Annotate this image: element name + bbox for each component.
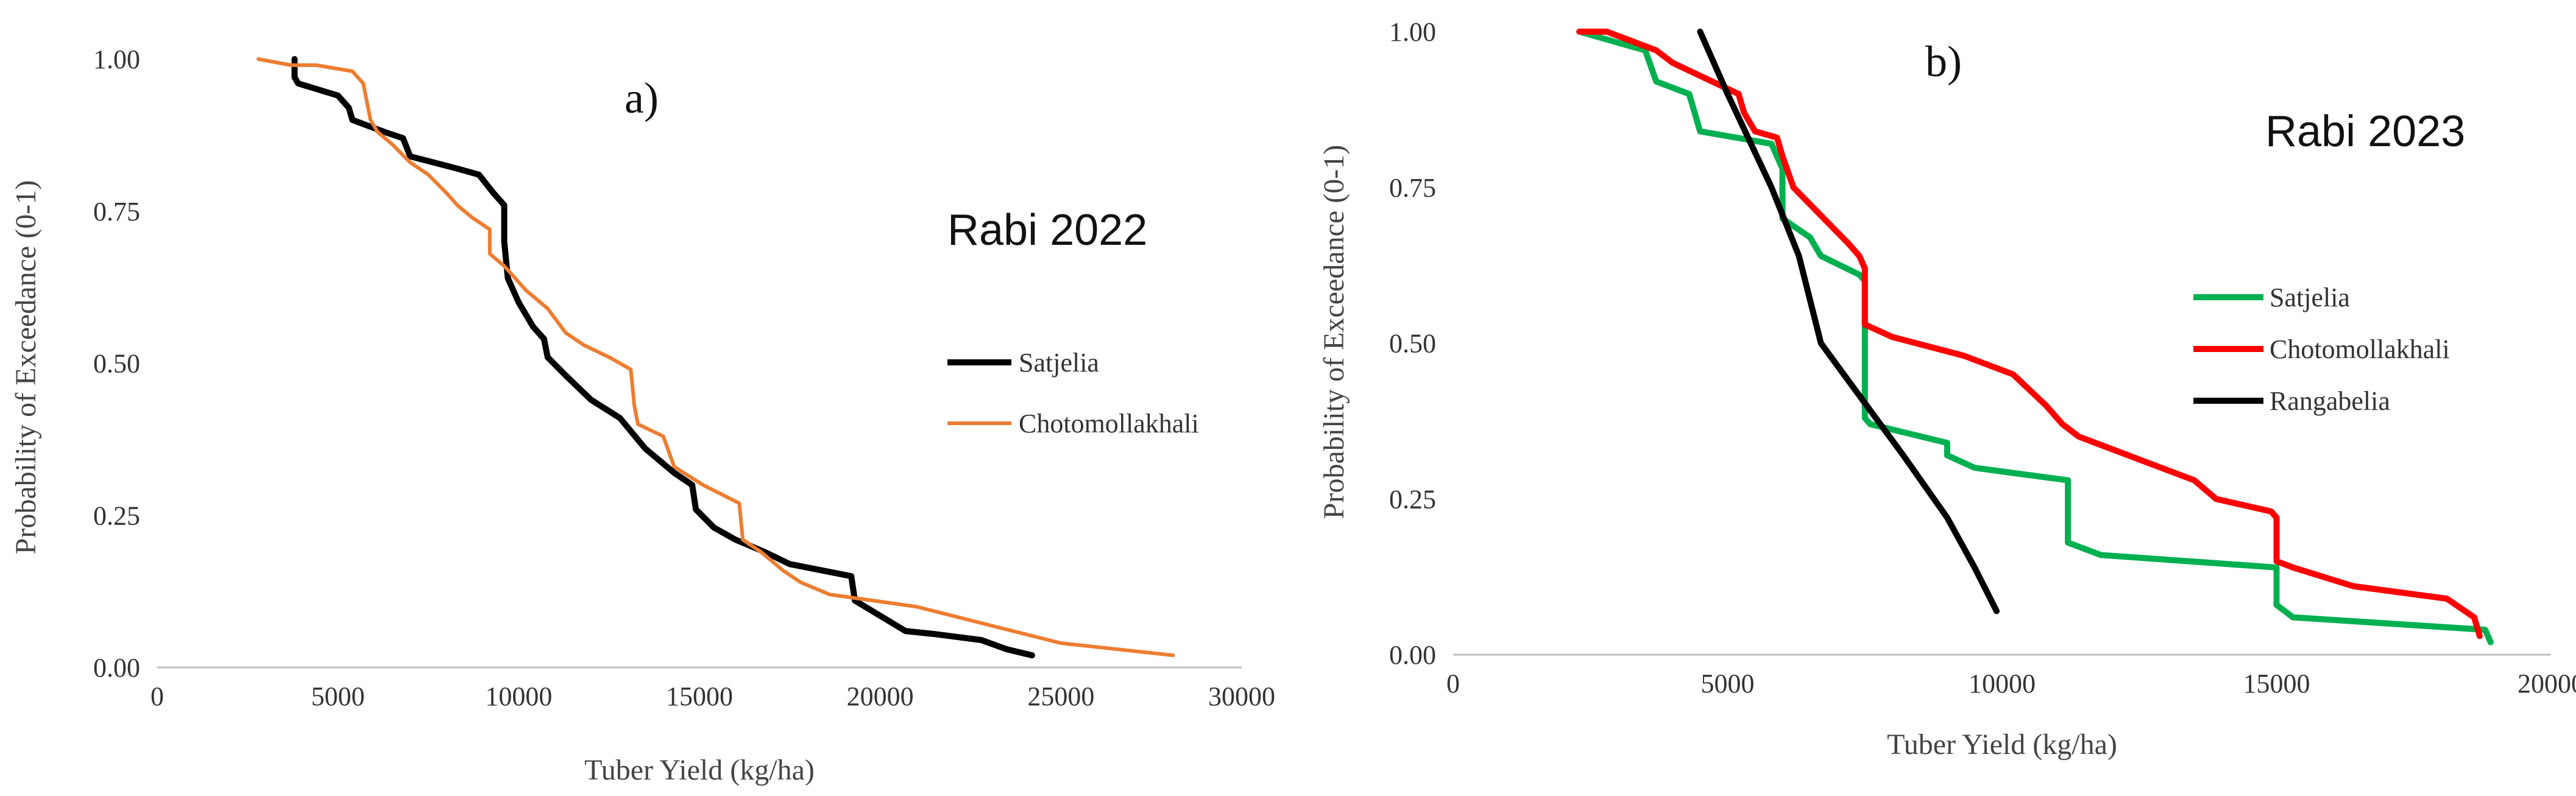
panel-a-x-tick-label: 30000: [1208, 682, 1275, 711]
panel-b-label: b): [1925, 37, 1962, 86]
panel-a-label: a): [625, 74, 659, 122]
panel-a-x-tick-label: 25000: [1027, 682, 1094, 711]
panel-b-x-ticks: 0 5000 10000 15000 20000: [1446, 669, 2576, 699]
panel-a-legend: Satjelia Chotomollakhali: [947, 348, 1199, 439]
panel-b-y-tick-label: 0.50: [1389, 329, 1436, 359]
panel-b: 0.00 0.25 0.50 0.75 1.00 0 5000 10000 15000 2000…: [1318, 17, 2576, 761]
panel-a-y-tick-label: 0.25: [93, 501, 140, 530]
legend-label-satjelia-b: Satjelia: [2270, 283, 2350, 312]
panel-a-x-tick-label: 10000: [485, 682, 552, 711]
legend-label-chotomollakhali: Chotomollakhali: [1019, 409, 1199, 439]
panel-a-x-ticks: 0 5000 10000 15000 20000 25000 30000: [150, 682, 1275, 711]
panel-b-y-tick-label: 0.00: [1389, 640, 1436, 670]
panel-b-y-tick-label: 0.75: [1389, 173, 1436, 203]
panel-b-series: [1576, 29, 2494, 646]
legend-label-satjelia: Satjelia: [1019, 348, 1099, 378]
panel-a-series: [257, 56, 1175, 658]
panel-b-legend: Satjelia Chotomollakhali Rangabelia: [2193, 283, 2450, 416]
panel-b-x-tick-label: 5000: [1701, 669, 1755, 699]
panel-a: 0.00 0.25 0.50 0.75 1.00 0 5000 10000 15000 2000…: [10, 44, 1275, 786]
panel-a-y-ticks: 0.00 0.25 0.50 0.75 1.00: [93, 44, 140, 683]
panel-a-annotation: Rabi 2022: [947, 206, 1147, 255]
legend-label-rangabelia: Rangabelia: [2270, 386, 2390, 416]
panel-a-y-tick-label: 1.00: [93, 44, 140, 74]
legend-label-chotomollakhali-b: Chotomollakhali: [2270, 334, 2450, 364]
panel-b-series-satjelia: [1576, 29, 2494, 646]
panel-b-x-axis-title: Tuber Yield (kg/ha): [1887, 728, 2117, 761]
panel-a-x-tick-label: 20000: [847, 682, 914, 711]
panel-b-x-tick-label: 15000: [2243, 669, 2310, 699]
panel-b-series-chotomollakhali: [1576, 29, 2483, 639]
panel-b-series-rangabelia: [1697, 29, 2000, 615]
panel-a-x-tick-label: 15000: [666, 682, 733, 711]
panel-a-x-tick-label: 5000: [311, 682, 365, 711]
panel-a-series-chotomollakhali: [257, 57, 1175, 657]
panel-a-x-tick-label: 0: [150, 682, 164, 711]
panel-a-y-axis-title: Probability of Exceedance (0-1): [10, 180, 42, 554]
panel-b-x-tick-label: 0: [1446, 669, 1460, 699]
panel-b-x-tick-label: 10000: [1969, 669, 2036, 699]
panel-a-y-tick-label: 0.00: [93, 653, 140, 683]
panel-b-x-tick-label: 20000: [2518, 669, 2576, 699]
panel-b-y-axis-title: Probability of Exceedance (0-1): [1318, 145, 1350, 519]
panel-a-x-axis-title: Tuber Yield (kg/ha): [584, 754, 815, 786]
panel-b-y-tick-label: 1.00: [1389, 17, 1436, 47]
panel-b-y-tick-label: 0.25: [1389, 484, 1436, 514]
panel-b-y-ticks: 0.00 0.25 0.50 0.75 1.00: [1389, 17, 1436, 670]
panel-a-y-tick-label: 0.50: [93, 349, 140, 379]
panel-b-annotation: Rabi 2023: [2265, 107, 2465, 156]
panel-a-series-satjelia: [291, 56, 1035, 658]
panel-a-y-tick-label: 0.75: [93, 197, 140, 227]
